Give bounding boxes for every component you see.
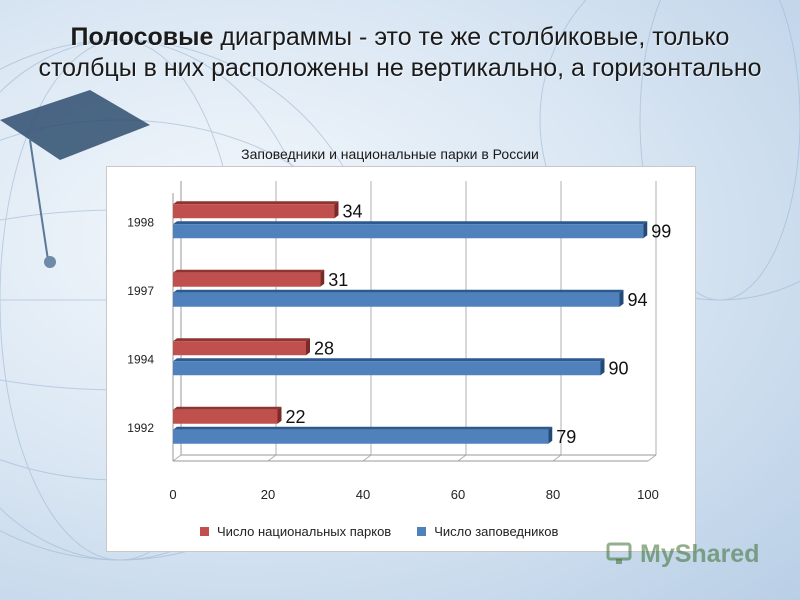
grid-floor-tick — [552, 454, 562, 462]
legend-item-reserves: Число заповедников — [417, 524, 558, 539]
bar-end-face — [643, 221, 648, 239]
data-label: 79 — [556, 427, 576, 447]
bar-reserves — [173, 292, 620, 307]
chart-legend: Число национальных парков Число заповедн… — [200, 522, 558, 540]
data-label: 31 — [328, 270, 348, 290]
chart-title: Заповедники и национальные парки в Росси… — [241, 146, 539, 162]
x-tick-label: 0 — [169, 487, 176, 502]
x-tick-label: 20 — [261, 487, 275, 502]
bar-top-face — [173, 358, 605, 362]
bar-reserves — [173, 429, 549, 444]
x-tick-label: 100 — [637, 487, 659, 502]
y-tick-label: 1994 — [127, 352, 154, 366]
legend-label-parks: Число национальных парков — [217, 523, 392, 539]
bar-top-face — [173, 426, 553, 430]
bar-national-parks — [173, 204, 335, 219]
x-tick-label: 60 — [451, 487, 465, 502]
watermark: MyShared — [606, 536, 759, 572]
watermark-monitor-icon — [606, 542, 632, 564]
x-tick-label: 80 — [546, 487, 560, 502]
bar-national-parks — [173, 341, 306, 356]
x-tick-label: 40 — [356, 487, 370, 502]
legend-item-parks: Число национальных парков — [200, 524, 391, 539]
data-label: 94 — [628, 290, 648, 310]
grid-floor-tick — [362, 454, 372, 462]
bar-reserves — [173, 361, 601, 376]
grid-floor-tick — [647, 454, 657, 462]
watermark-text: MyShared — [640, 539, 760, 568]
bar-end-face — [306, 338, 310, 356]
graduation-cap-icon — [0, 90, 150, 268]
y-tick-label: 1997 — [127, 284, 154, 298]
data-label: 28 — [314, 338, 334, 358]
legend-swatch-reserves — [417, 526, 427, 536]
bar-top-face — [173, 338, 310, 342]
bar-top-face — [173, 406, 282, 410]
bar-top-face — [173, 269, 325, 273]
data-label: 90 — [609, 358, 629, 378]
bar-top-face — [173, 289, 624, 293]
data-label: 22 — [286, 407, 306, 427]
bar-end-face — [320, 269, 325, 287]
legend-swatch-parks — [200, 526, 209, 536]
grid-floor-tick — [267, 454, 277, 462]
y-tick-label: 1998 — [127, 215, 154, 229]
bar-top-face — [173, 201, 339, 205]
y-tick-label: 1992 — [127, 421, 154, 435]
bar-reserves — [173, 224, 644, 239]
bar-national-parks — [173, 409, 278, 424]
bar-end-face — [619, 289, 624, 307]
bar-end-face — [334, 201, 339, 219]
bar-end-face — [600, 358, 605, 376]
bar-national-parks — [173, 272, 321, 287]
heading-bold-word: Полосовые — [70, 23, 214, 51]
data-label: 99 — [651, 221, 671, 241]
page-heading: Полосовые диаграммы - это те же столбико… — [20, 22, 780, 84]
heading-rest: диаграммы - это те же столбиковые, тольк… — [38, 23, 762, 82]
grid-floor-tick — [457, 454, 467, 462]
grid-floor-tick — [172, 454, 182, 462]
legend-label-reserves: Число заповедников — [434, 523, 559, 539]
bar-end-face — [548, 426, 553, 444]
bar-top-face — [173, 221, 648, 225]
data-label: 34 — [343, 201, 363, 221]
bar-end-face — [277, 406, 282, 424]
